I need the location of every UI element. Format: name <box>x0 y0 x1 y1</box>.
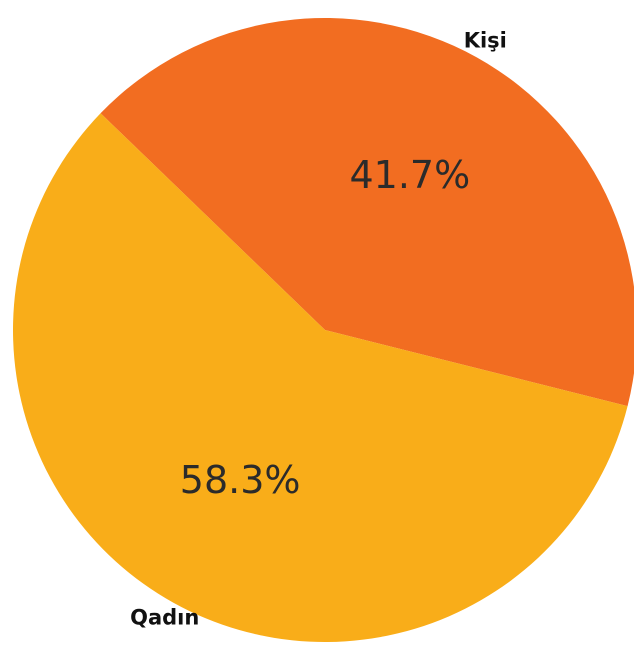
slice-value-label-qadin: 58.3% <box>180 458 301 502</box>
category-labels: Kişi Qadın <box>130 29 507 630</box>
pie-slice-kisi <box>100 18 634 407</box>
slice-category-label-kisi: Kişi <box>464 29 507 53</box>
slice-value-label-kisi: 41.7% <box>350 153 471 197</box>
pie-slice-qadin <box>12 113 628 642</box>
pie-slices <box>12 18 634 642</box>
slice-category-label-qadin: Qadın <box>130 605 199 629</box>
percentage-labels: 41.7% 58.3% <box>180 153 470 502</box>
